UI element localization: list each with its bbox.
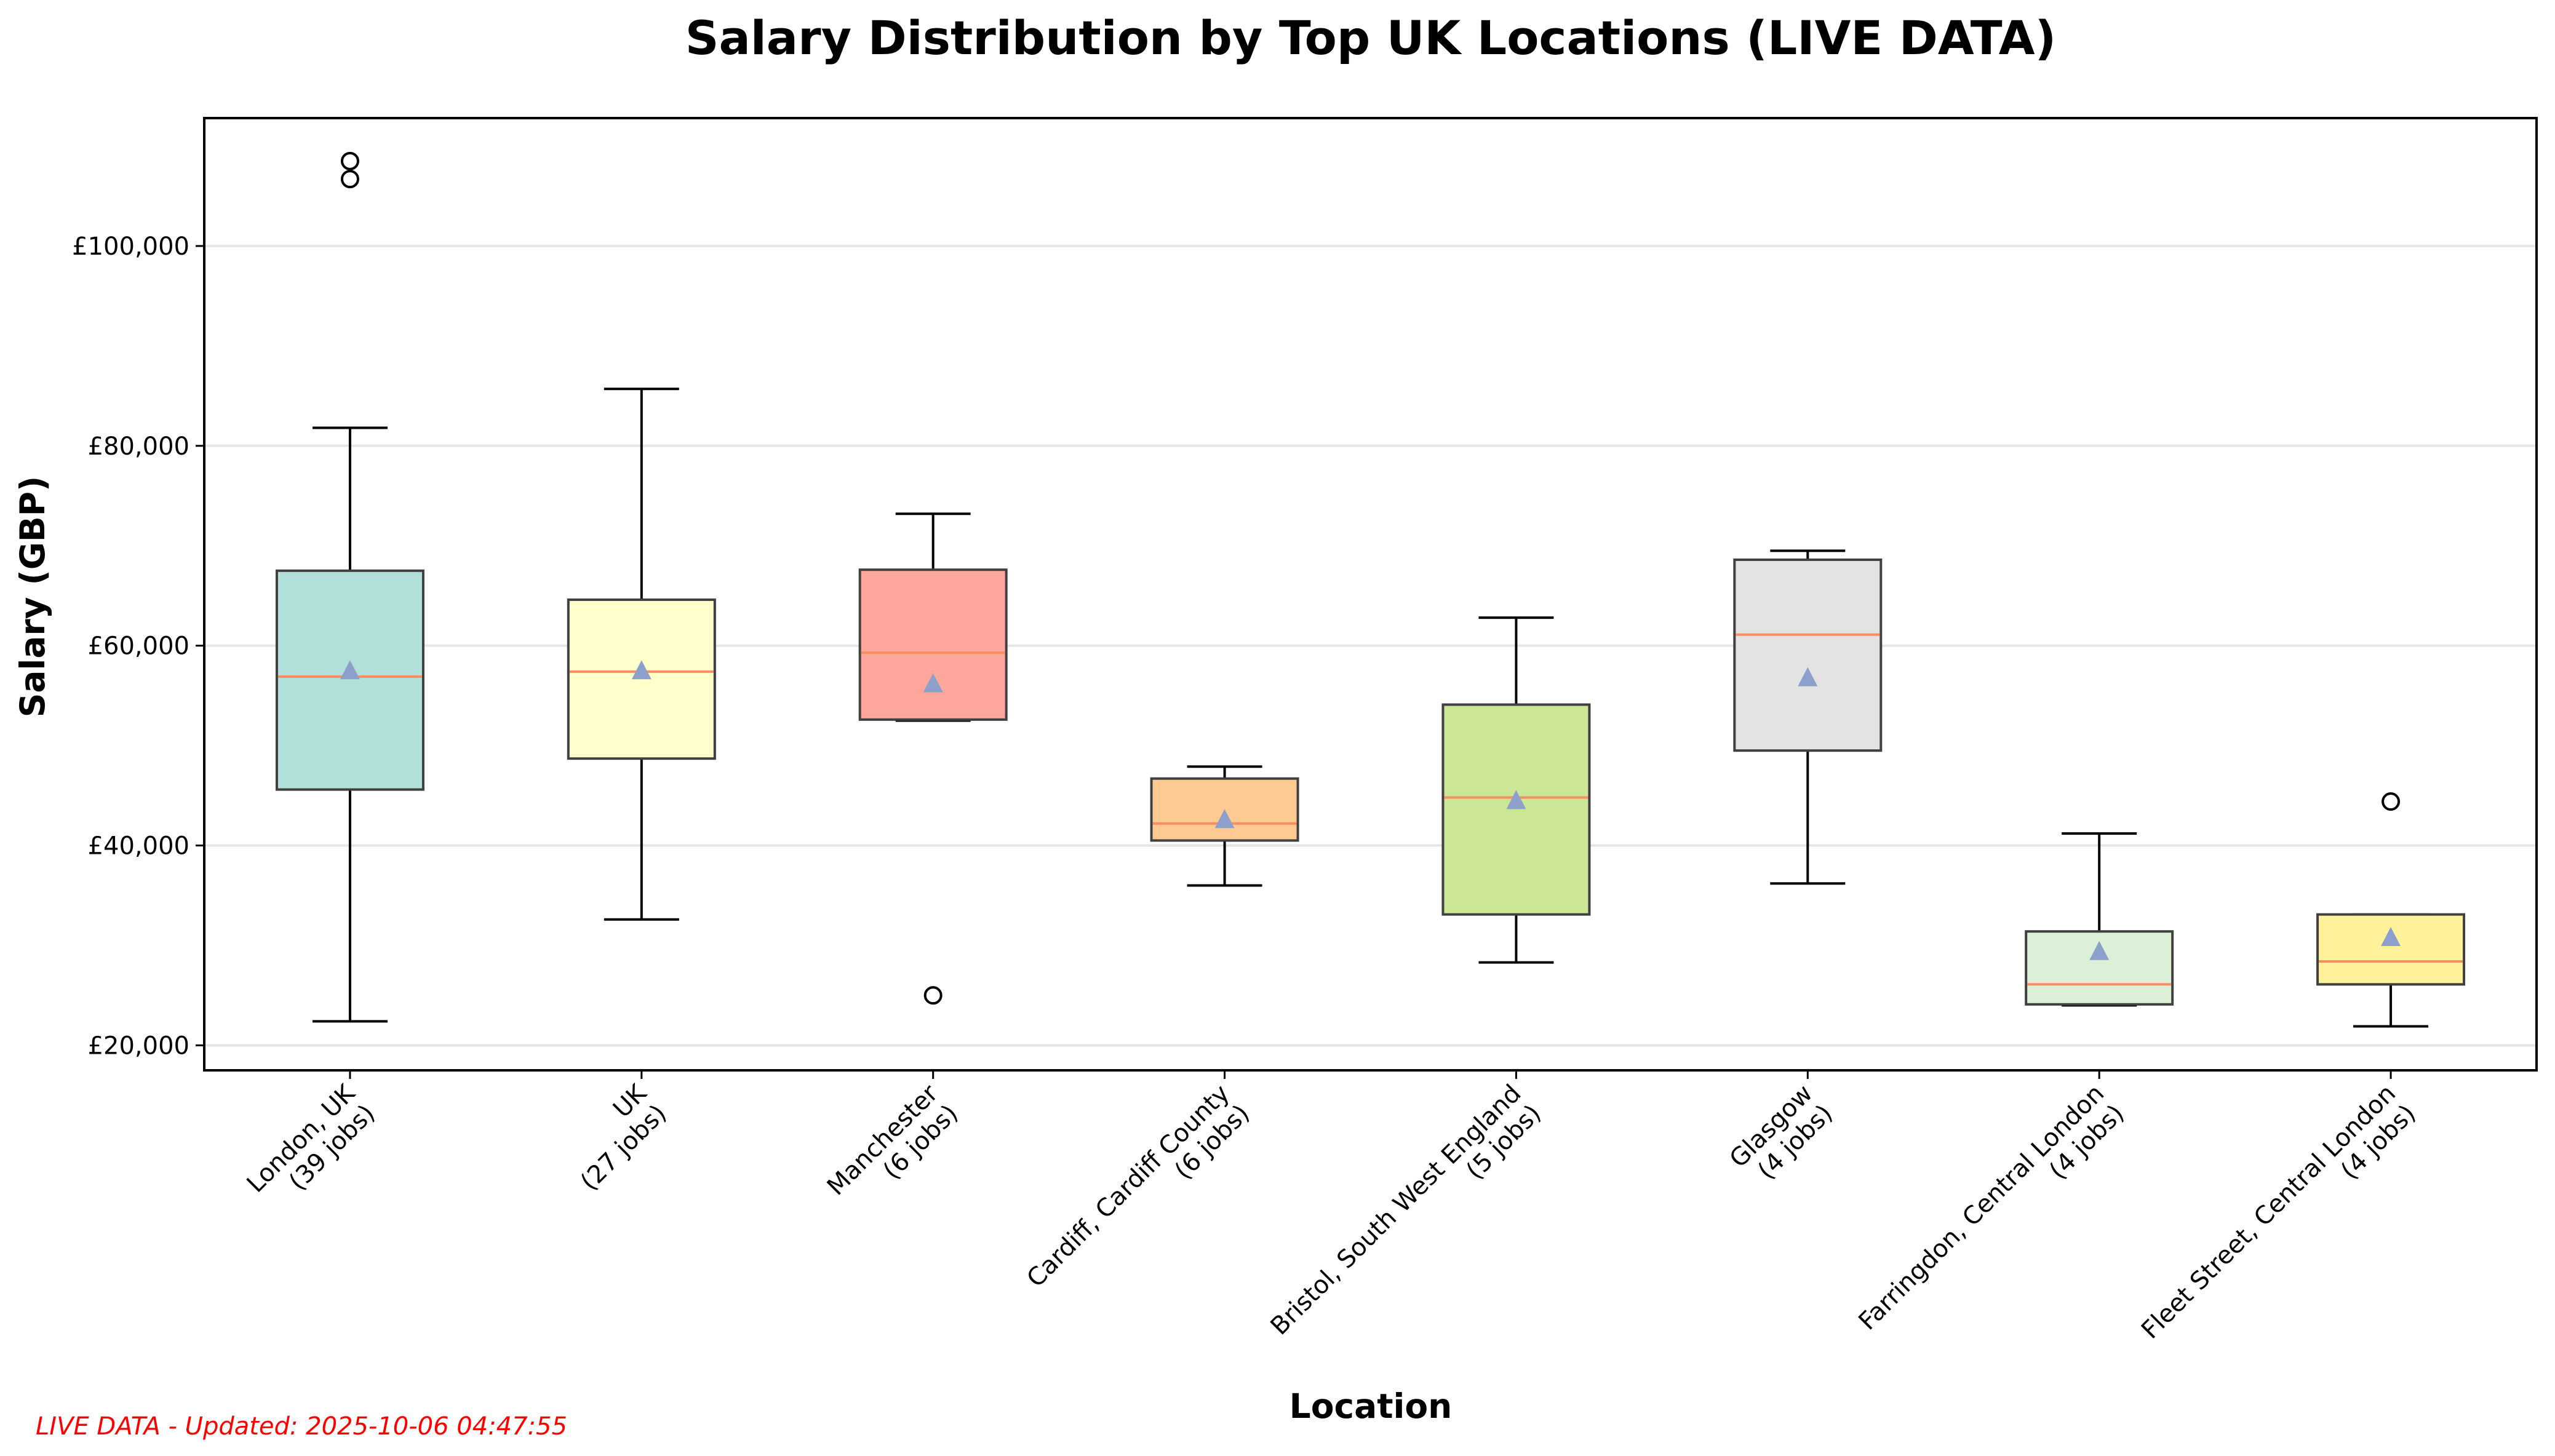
box-8 xyxy=(2316,792,2466,1028)
y-axis-label: Salary (GBP) xyxy=(13,476,52,717)
outlier-point xyxy=(340,170,359,189)
mean-marker xyxy=(923,673,943,693)
mean-marker xyxy=(631,660,652,680)
y-tick-label: £20,000 xyxy=(88,1032,189,1060)
mean-marker xyxy=(2089,941,2110,960)
mean-marker xyxy=(340,660,360,680)
y-axis-ticks: £20,000 £40,000 £60,000 £80,000 £100,000 xyxy=(72,233,204,1060)
box-2 xyxy=(567,388,716,921)
outlier-point xyxy=(2382,792,2401,811)
y-tick-label: £60,000 xyxy=(88,632,189,661)
live-data-footer: LIVE DATA - Updated: 2025-10-06 04:47:55 xyxy=(36,1412,567,1441)
box-3 xyxy=(858,512,1008,1005)
box-7 xyxy=(2025,832,2174,1007)
mean-marker xyxy=(1798,667,1818,686)
y-tick-label: £40,000 xyxy=(88,832,189,861)
iqr-box xyxy=(1441,703,1591,916)
iqr-box xyxy=(858,568,1008,721)
box-1 xyxy=(275,151,425,1023)
outlier-point xyxy=(340,151,359,170)
mean-marker xyxy=(1506,790,1526,810)
box-6 xyxy=(1733,549,1883,885)
y-tick-label: £100,000 xyxy=(72,233,189,261)
iqr-box xyxy=(1733,558,1883,752)
chart-title: Salary Distribution by Top UK Locations … xyxy=(685,10,2057,65)
iqr-box xyxy=(2316,913,2466,986)
axes-frame xyxy=(203,117,2538,1072)
box-4 xyxy=(1150,765,1299,887)
mean-marker xyxy=(1214,809,1235,829)
x-axis-label: Location xyxy=(1289,1386,1453,1426)
boxes-group xyxy=(275,151,2466,1028)
y-tick-label: £80,000 xyxy=(88,432,189,461)
box-5 xyxy=(1441,616,1591,964)
mean-marker xyxy=(2381,926,2401,946)
outlier-point xyxy=(923,986,943,1005)
iqr-box xyxy=(275,569,425,791)
